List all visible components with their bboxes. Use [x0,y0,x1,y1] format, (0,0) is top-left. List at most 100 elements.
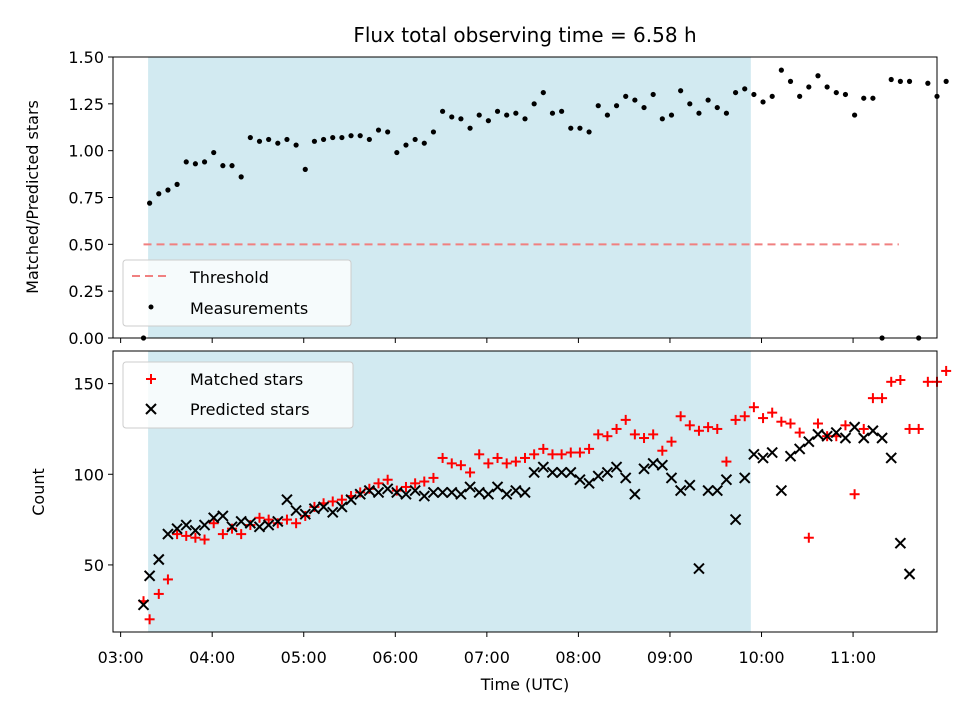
predicted-star-point [446,486,458,499]
x-tick-label: 07:00 [464,648,510,667]
measurement-point [385,129,391,135]
chart-title: Flux total observing time = 6.58 h [353,23,696,47]
measurement-point [156,191,162,197]
measurement-point [192,161,198,167]
top-panel: 0.00 0.25 0.50 0.75 1.00 1.25 1.50 Matched/Pre… [23,48,949,348]
predicted-star-point [491,481,504,493]
matched-star-point [254,512,265,523]
matched-star-point [730,414,741,425]
bottom-axes-frame [112,350,938,633]
matched-star-point [895,375,906,386]
predicted-stars-points [137,421,916,611]
predicted-star-point [739,472,751,484]
measurement-point [330,134,336,141]
bottom-y-tick-label: 50 [84,556,104,575]
legend-predicted-swatch [145,403,157,415]
predicted-star-point [546,466,559,479]
predicted-star-point [510,484,522,497]
predicted-star-point [171,522,183,535]
matched-star-point [520,452,530,463]
measurement-point [540,89,546,96]
matched-star-point [410,478,421,489]
measurement-point [302,166,308,172]
predicted-star-point [290,504,302,517]
top-axes-frame [112,56,938,339]
predicted-star-point [372,486,385,499]
matched-star-point [272,518,283,529]
x-tick-label: 03:00 [98,648,144,667]
predicted-star-point [665,472,678,484]
predicted-star-point [555,466,568,479]
predicted-star-point [894,537,907,549]
top-y-tick-label: 0.75 [68,189,104,208]
predicted-star-point [638,463,650,475]
matched-star-point [263,514,274,525]
measurement-point [659,116,665,122]
predicted-star-point [354,488,366,500]
predicted-star-point [153,553,165,566]
matched-star-point [602,431,613,442]
x-tick-label: 05:00 [281,648,327,667]
predicted-star-point [812,428,824,441]
predicted-star-point [748,448,760,461]
measurement-point [339,134,345,141]
predicted-star-point [418,490,430,502]
matched-star-point [428,472,439,483]
predicted-star-point [684,479,696,491]
predicted-star-point [629,488,641,500]
predicted-star-point [574,474,586,486]
measurement-point [403,142,409,148]
predicted-star-point [693,562,705,575]
matched-star-point [327,496,338,507]
measurement-point [797,93,803,99]
x-tick-label: 06:00 [372,648,418,667]
predicted-star-point [867,425,879,437]
predicted-star-point [620,472,632,484]
predicted-star-point [858,432,870,444]
measurement-point [467,125,473,131]
matched-star-point [666,436,677,447]
measurement-point [311,138,318,144]
predicted-star-point [391,486,403,499]
matched-star-point [474,449,485,460]
predicted-star-point [757,452,769,464]
matched-star-point [913,423,924,434]
matched-star-point [446,458,457,469]
matched-star-point [611,423,622,434]
top-y-tick-label: 0.50 [68,235,104,254]
x-tick-label: 11:00 [830,648,876,667]
matched-star-point [419,476,430,487]
matched-star-point [675,411,686,422]
matched-star-point [858,423,869,434]
top-y-tick-label: 1.00 [68,142,104,161]
measurement-point [229,163,235,169]
predicted-star-point [848,421,861,433]
predicted-star-point [272,515,284,528]
predicted-star-point [775,484,788,497]
x-axis-label: Time (UTC) [480,675,569,694]
predicted-star-point [876,432,888,444]
matched-star-point [693,425,704,436]
matched-star-point [309,501,320,512]
matched-star-point [217,529,228,540]
measurement-point [897,78,903,84]
measurement-point [852,112,858,118]
measurement-point [449,114,455,120]
predicted-star-point [244,517,257,529]
predicted-star-point [528,466,540,479]
bottom-y-tick-label: 100 [73,465,104,484]
matched-star-point [190,532,201,543]
matched-star-point [684,420,695,431]
measurement-point [256,138,263,144]
measurement-point [760,99,766,105]
measurement-point [366,136,372,143]
legend-predicted-label: Predicted stars [190,400,310,419]
measurement-points [140,67,949,341]
measurement-point [430,129,437,135]
measurement-point [613,103,620,109]
predicted-star-point [711,484,723,497]
matched-star-point [172,529,183,540]
predicted-star-point [189,524,202,537]
top-y-ticks: 0.00 0.25 0.50 0.75 1.00 1.25 1.50 [68,48,113,348]
